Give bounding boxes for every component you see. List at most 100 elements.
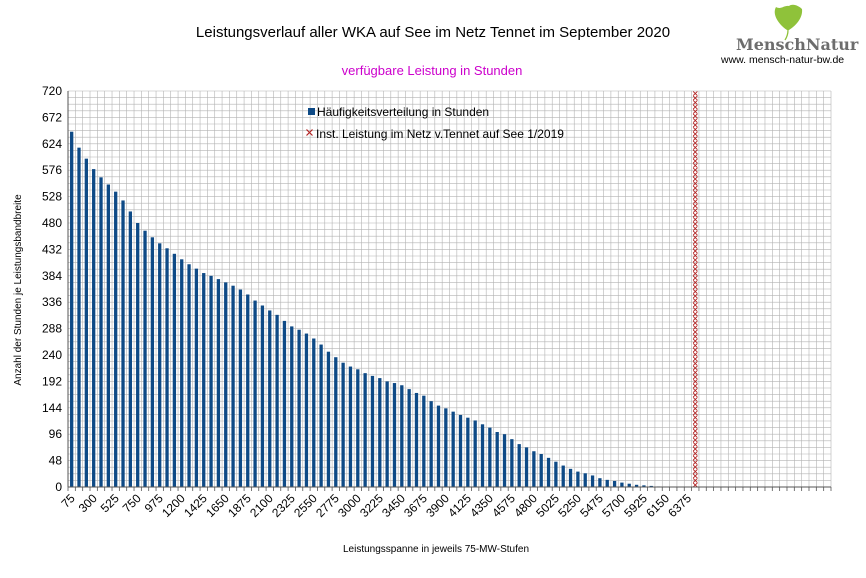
marker-point: [692, 140, 698, 146]
marker-point: [692, 118, 698, 123]
y-tick-label: 96: [49, 427, 63, 441]
marker-point: [692, 131, 698, 137]
bar: [517, 444, 521, 487]
bar: [304, 333, 309, 487]
x-tick-label: 3225: [357, 491, 386, 520]
bar: [282, 320, 287, 487]
bar: [165, 248, 169, 487]
bar: [612, 480, 617, 487]
bar: [627, 483, 631, 487]
x-tick-label: 525: [98, 491, 122, 515]
bar: [370, 375, 375, 487]
marker-point: [692, 145, 698, 150]
bar: [473, 420, 477, 487]
legend-label-marker: Inst. Leistung im Netz v.Tennet auf See …: [316, 127, 564, 141]
bar: [422, 395, 426, 487]
bar: [510, 439, 514, 487]
bar: [414, 392, 419, 487]
bar: [576, 471, 580, 487]
y-tick-label: 480: [42, 216, 62, 230]
bar: [598, 478, 602, 487]
ginkgo-leaf-icon: [774, 4, 803, 41]
bar: [290, 326, 294, 487]
marker-point: [692, 271, 698, 276]
marker-point: [692, 284, 698, 290]
marker-point: [692, 194, 698, 200]
bar: [77, 147, 81, 487]
bar: [568, 468, 573, 487]
x-tick-label: 2775: [313, 491, 342, 520]
x-tick-label: 6375: [665, 491, 694, 520]
x-tick-label: 3450: [379, 491, 408, 520]
bar: [194, 268, 199, 487]
bar: [392, 383, 397, 487]
marker-point: [692, 212, 698, 218]
marker-point: [692, 356, 698, 362]
bar: [524, 447, 529, 487]
marker-point: [692, 334, 698, 339]
bar: [238, 289, 243, 487]
marker-point: [692, 298, 698, 303]
marker-point: [692, 104, 698, 110]
marker-point: [692, 343, 698, 348]
logo-url: www. mensch-natur-bw.de: [720, 54, 844, 66]
bar: [436, 405, 441, 487]
x-tick-label: 6150: [643, 491, 672, 520]
bar: [128, 211, 133, 487]
bar: [495, 432, 499, 487]
bar: [260, 305, 265, 487]
logo: MenschNatur www. mensch-natur-bw.de: [720, 4, 859, 66]
bar: [502, 434, 507, 487]
bar: [319, 344, 323, 487]
bar: [466, 417, 470, 487]
marker-point: [692, 433, 698, 438]
x-tick-label: 3900: [423, 491, 452, 520]
marker-point: [692, 469, 698, 474]
marker-point: [692, 293, 698, 299]
marker-point: [692, 185, 698, 191]
bar: [363, 373, 367, 487]
marker-point: [692, 379, 698, 384]
marker-point: [692, 442, 698, 447]
bar: [187, 264, 191, 487]
legend-marker-icon: [306, 129, 313, 136]
bar: [150, 237, 155, 487]
marker-point: [692, 266, 698, 272]
bar: [546, 457, 551, 487]
bar: [444, 408, 448, 487]
marker-point: [692, 320, 698, 326]
y-tick-label: 48: [49, 454, 63, 468]
marker-point: [692, 230, 698, 236]
marker-point: [692, 91, 698, 96]
bar: [312, 338, 316, 487]
marker-point: [692, 437, 698, 443]
x-axis-label: Leistungsspanne in jeweils 75-MW-Stufen: [343, 544, 529, 555]
chart-title: Leistungsverlauf aller WKA auf See im Ne…: [196, 24, 670, 41]
legend-swatch-bars: [308, 108, 315, 115]
bar: [158, 243, 162, 487]
marker-point: [692, 235, 698, 240]
marker-point: [692, 419, 698, 425]
x-tick-labels: 7530052575097512001425165018752100232525…: [58, 491, 694, 520]
bar: [326, 351, 331, 487]
marker-point: [692, 388, 698, 393]
marker-point: [692, 239, 698, 245]
marker-point: [692, 208, 698, 213]
bar: [253, 300, 257, 487]
bar: [99, 177, 103, 487]
bar: [561, 465, 565, 487]
bar: [348, 366, 353, 487]
x-tick-label: 5925: [621, 491, 650, 520]
y-tick-label: 432: [42, 242, 62, 256]
bar: [605, 479, 609, 487]
bar: [378, 378, 382, 487]
y-axis-label: Anzahl der Stunden je Leistungsbandbreit…: [13, 194, 24, 386]
bar: [209, 275, 213, 487]
marker-point: [692, 253, 698, 258]
marker-point: [692, 109, 698, 114]
legend-label-bars: Häufigkeitsverteilung in Stunden: [317, 105, 489, 119]
bar: [84, 158, 88, 487]
marker-point: [692, 302, 698, 308]
x-tick-label: 4575: [489, 491, 518, 520]
